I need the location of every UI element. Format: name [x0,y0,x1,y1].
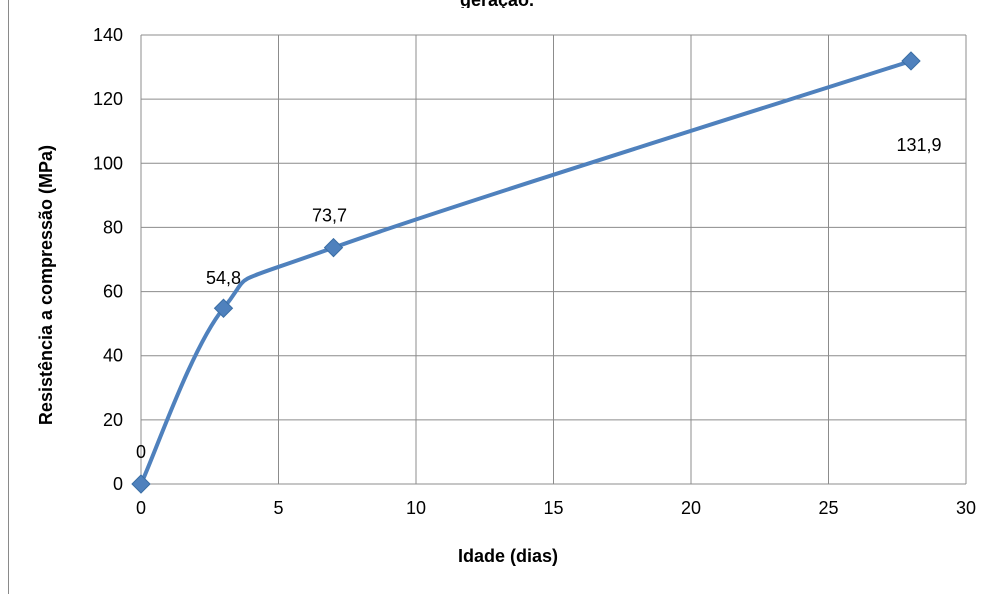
y-tick-label: 40 [103,346,123,366]
data-point-marker [901,51,921,71]
y-tick-label: 80 [103,217,123,237]
data-label: 0 [136,442,146,462]
data-points [131,51,921,494]
x-tick-label: 25 [818,498,838,518]
y-tick-label: 140 [93,25,123,45]
data-label: 131,9 [896,135,941,155]
gridlines [140,34,967,485]
y-tick-label: 60 [103,282,123,302]
chart-title: geração. [0,0,994,8]
x-tick-label: 5 [273,498,283,518]
data-label: 54,8 [206,268,241,288]
y-tick-label: 0 [113,474,123,494]
y-tick-label: 100 [93,153,123,173]
y-tick-label: 20 [103,410,123,430]
series-group [139,58,913,486]
data-point-marker [213,298,234,318]
x-axis-label: Idade (dias) [458,546,558,566]
x-tick-label: 10 [406,498,426,518]
data-label: 73,7 [312,206,347,226]
chart-border-left [8,0,9,594]
y-axis-ticks: 0 20 40 60 80 100 120 140 [93,25,123,494]
x-axis-ticks: 0 5 10 15 20 25 30 [136,498,976,518]
data-point-marker [323,237,344,258]
chart-title-strip: geração. [0,0,994,8]
x-tick-label: 30 [956,498,976,518]
x-tick-label: 0 [136,498,146,518]
x-tick-label: 20 [681,498,701,518]
y-axis-label: Resistência a compressão (MPa) [36,145,56,425]
data-point-marker [131,474,151,494]
y-tick-label: 120 [93,89,123,109]
data-labels: 0 54,8 73,7 131,9 [136,135,942,462]
series-line [139,58,913,486]
x-tick-label: 15 [543,498,563,518]
